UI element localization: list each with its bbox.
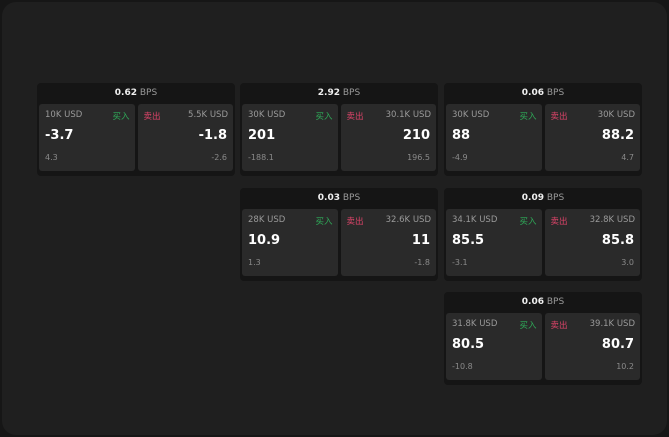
buy-label: 买入 [315, 112, 333, 122]
buy-price: 10.9 [248, 233, 281, 248]
buy-label: 买入 [519, 321, 537, 331]
spread-value: 2.92 [317, 88, 340, 98]
quote-card: 0.03 BPS 28K USD 买入 10.9 1.3 卖出 32.6K USD … [240, 188, 438, 281]
buy-price: 85.5 [452, 233, 485, 248]
spread-unit: BPS [546, 193, 565, 203]
buy-change: 1.3 [248, 258, 261, 267]
spread-value: 0.09 [521, 193, 544, 203]
buy-size: 10K USD [45, 110, 83, 120]
spread-header: 0.09 BPS [444, 188, 642, 209]
spread-header: 0.06 BPS [444, 83, 642, 104]
sell-label: 卖出 [346, 112, 364, 122]
quote-card: 0.06 BPS 31.8K USD 买入 80.5 -10.8 卖出 39.1K … [444, 292, 642, 385]
buy-size: 31.8K USD [452, 319, 498, 329]
sell-change: -2.6 [211, 153, 227, 162]
buy-price: 88 [452, 128, 471, 143]
spread-unit: BPS [139, 88, 158, 98]
quote-card: 2.92 BPS 30K USD 买入 201 -188.1 卖出 30.1K US… [240, 83, 438, 176]
spread-unit: BPS [342, 88, 361, 98]
sell-label: 卖出 [550, 217, 568, 227]
buy-button[interactable]: 31.8K USD 买入 80.5 -10.8 [446, 313, 542, 380]
sell-label: 卖出 [143, 112, 161, 122]
sell-change: 4.7 [621, 153, 634, 162]
buy-size: 30K USD [248, 110, 286, 120]
spread-header: 0.62 BPS [37, 83, 235, 104]
spread-header: 0.03 BPS [240, 188, 438, 209]
sell-change: 196.5 [407, 153, 430, 162]
sell-price: 85.8 [601, 233, 634, 248]
buy-change: -4.9 [452, 153, 468, 162]
sell-price: -1.8 [198, 128, 227, 143]
spread-unit: BPS [546, 88, 565, 98]
spread-value: 0.03 [317, 193, 340, 203]
buy-label: 买入 [112, 112, 130, 122]
buy-button[interactable]: 28K USD 买入 10.9 1.3 [242, 209, 338, 276]
spread-unit: BPS [342, 193, 361, 203]
buy-button[interactable]: 34.1K USD 买入 85.5 -3.1 [446, 209, 542, 276]
sell-button[interactable]: 卖出 32.8K USD 85.8 3.0 [544, 209, 640, 276]
sell-price: 80.7 [601, 337, 634, 352]
quote-card: 0.06 BPS 30K USD 买入 88 -4.9 卖出 30K USD 88.… [444, 83, 642, 176]
buy-size: 28K USD [248, 215, 286, 225]
spread-unit: BPS [546, 297, 565, 307]
sell-button[interactable]: 卖出 39.1K USD 80.7 10.2 [544, 313, 640, 380]
spread-header: 0.06 BPS [444, 292, 642, 313]
sell-size: 30K USD [597, 110, 635, 120]
quote-card: 0.09 BPS 34.1K USD 买入 85.5 -3.1 卖出 32.8K U… [444, 188, 642, 281]
buy-change: 4.3 [45, 153, 58, 162]
spread-value: 0.06 [521, 88, 544, 98]
spread-value: 0.06 [521, 297, 544, 307]
buy-size: 34.1K USD [452, 215, 498, 225]
sell-price: 210 [402, 128, 430, 143]
spread-header: 2.92 BPS [240, 83, 438, 104]
sell-price: 11 [411, 233, 430, 248]
sell-change: 10.2 [616, 362, 634, 371]
sell-price: 88.2 [601, 128, 634, 143]
sell-button[interactable]: 卖出 30.1K USD 210 196.5 [340, 104, 436, 171]
buy-price: 80.5 [452, 337, 485, 352]
sell-button[interactable]: 卖出 5.5K USD -1.8 -2.6 [137, 104, 233, 171]
sell-size: 32.6K USD [385, 215, 431, 225]
sell-label: 卖出 [550, 321, 568, 331]
buy-size: 30K USD [452, 110, 490, 120]
buy-label: 买入 [519, 112, 537, 122]
sell-label: 卖出 [346, 217, 364, 227]
buy-button[interactable]: 10K USD 买入 -3.7 4.3 [39, 104, 135, 171]
buy-price: -3.7 [45, 128, 74, 143]
sell-button[interactable]: 卖出 30K USD 88.2 4.7 [544, 104, 640, 171]
buy-price: 201 [248, 128, 276, 143]
buy-change: -10.8 [452, 362, 473, 371]
sell-size: 5.5K USD [188, 110, 228, 120]
sell-size: 32.8K USD [589, 215, 635, 225]
quote-card: 0.62 BPS 10K USD 买入 -3.7 4.3 卖出 5.5K USD -… [37, 83, 235, 176]
sell-button[interactable]: 卖出 32.6K USD 11 -1.8 [340, 209, 436, 276]
buy-label: 买入 [315, 217, 333, 227]
sell-size: 30.1K USD [385, 110, 431, 120]
sell-size: 39.1K USD [589, 319, 635, 329]
buy-change: -188.1 [248, 153, 274, 162]
spread-value: 0.62 [114, 88, 137, 98]
sell-change: 3.0 [621, 258, 634, 267]
buy-button[interactable]: 30K USD 买入 88 -4.9 [446, 104, 542, 171]
sell-change: -1.8 [414, 258, 430, 267]
sell-label: 卖出 [550, 112, 568, 122]
buy-button[interactable]: 30K USD 买入 201 -188.1 [242, 104, 338, 171]
buy-change: -3.1 [452, 258, 468, 267]
buy-label: 买入 [519, 217, 537, 227]
